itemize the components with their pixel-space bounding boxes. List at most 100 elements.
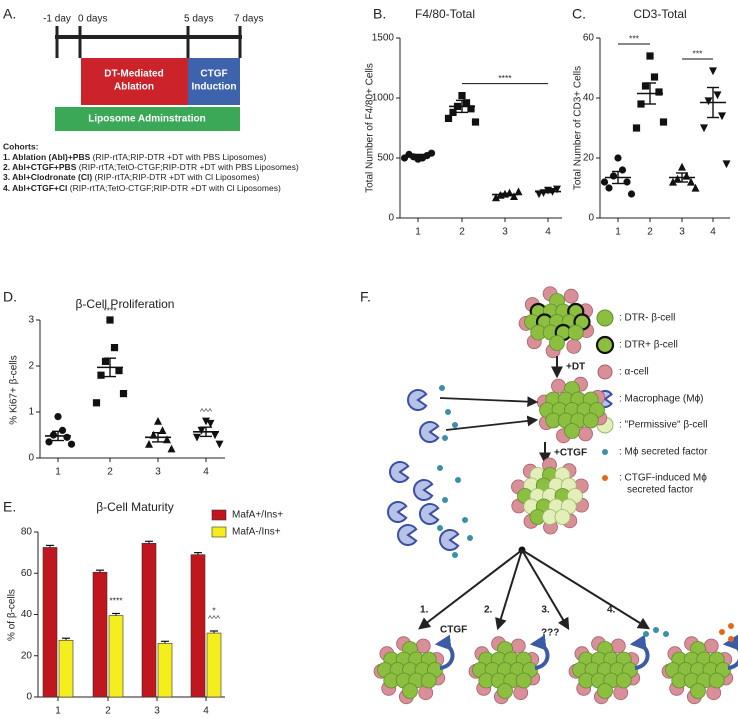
arrow	[521, 549, 570, 631]
alpha-cell	[578, 426, 593, 442]
outcome-label: ???	[541, 628, 559, 639]
secreted-factor	[467, 535, 473, 541]
secreted-factor	[439, 385, 445, 391]
point	[650, 73, 659, 81]
step-label: +CTGF	[554, 448, 587, 459]
point	[722, 160, 731, 169]
point	[646, 52, 654, 60]
timeline-label: 0 days	[78, 14, 107, 25]
beta-cell	[582, 412, 599, 429]
point	[193, 433, 201, 442]
arrow	[521, 549, 651, 630]
point	[700, 124, 708, 133]
point	[471, 118, 480, 126]
y-tick-label: 0	[28, 453, 34, 464]
legend-label: secreted factor	[627, 485, 694, 496]
legend-label: : "Permissive" β-cell	[619, 420, 707, 431]
alpha-cell	[566, 338, 582, 354]
y-tick-label: 3	[28, 315, 34, 326]
significance-label: ***	[629, 33, 640, 43]
ctgf-box	[188, 58, 240, 105]
timeline-label: 5 days	[184, 14, 213, 25]
secreted-factor	[452, 552, 458, 558]
significance-label: ^^^	[200, 406, 212, 416]
x-tick-label: 1	[55, 467, 61, 478]
secreted-factor	[452, 422, 458, 428]
panel-letter: B.	[373, 6, 386, 22]
x-tick-label: 3	[154, 706, 160, 717]
point	[655, 88, 663, 96]
point	[514, 187, 523, 196]
step-label: +DT	[566, 362, 585, 373]
point	[718, 112, 726, 121]
point	[115, 367, 123, 375]
point	[449, 108, 457, 116]
islet	[511, 457, 589, 535]
beta-cell	[515, 672, 532, 689]
point	[691, 183, 700, 192]
point	[614, 154, 622, 162]
beta-cell	[549, 335, 565, 351]
islet	[373, 636, 446, 705]
x-tick-label: 1	[415, 227, 421, 238]
timeline-label: 7 days	[234, 14, 263, 25]
beta-cell	[615, 672, 632, 689]
y-tick-label: 0	[588, 213, 594, 224]
beta-cell	[420, 672, 437, 689]
point	[678, 162, 686, 171]
legend-icon	[595, 335, 615, 355]
beta-cell	[402, 683, 418, 699]
point	[618, 166, 627, 174]
alpha-cell	[510, 638, 526, 654]
y-tick-label: 80	[21, 527, 33, 538]
cohort-name: 3. Abl+Clodronate (Cl)	[3, 172, 92, 182]
autocrine-arrow	[434, 634, 455, 670]
timeline-label: -1 day	[43, 14, 71, 25]
branch-label: 1.	[420, 605, 429, 616]
secreted-factor	[653, 627, 659, 633]
beta-cell	[564, 423, 580, 439]
islet	[518, 286, 595, 359]
cohort: 2. Abl+CTGF+PBS (RIP-rtTA;TetO-CTGF;RIP-…	[3, 162, 299, 172]
point	[67, 440, 76, 448]
bar	[92, 571, 108, 698]
secreted-factor	[445, 409, 451, 415]
cohort: 4. Abl+CTGF+Cl (RIP-rtTA;TetO-CTGF;RIP-D…	[3, 183, 281, 193]
x-tick-label: 4	[203, 706, 209, 717]
point	[97, 371, 105, 379]
macrophage	[397, 524, 418, 546]
panel-f: F. : DTR- β-cell: DTR+ β-cell: α-cell: M…	[360, 286, 738, 705]
point	[623, 178, 631, 186]
point	[669, 177, 677, 186]
outcome-label: CTGF	[440, 625, 467, 636]
cohort-name: 1. Ablation (Abl)+PBS	[3, 152, 91, 162]
panel-letter: E.	[3, 499, 16, 515]
bar	[58, 639, 74, 698]
bar	[190, 554, 206, 698]
x-tick-label: 4	[545, 227, 551, 238]
secreted-factor	[437, 465, 443, 471]
legend-label: MafA-/Ins+	[232, 527, 281, 538]
point	[510, 192, 518, 200]
alpha-cell	[551, 378, 566, 394]
x-tick-label: 3	[155, 467, 161, 478]
panel-letter: F.	[360, 289, 371, 305]
x-tick-label: 1	[55, 706, 61, 717]
y-tick-label: 2	[28, 361, 34, 372]
bar	[141, 543, 157, 698]
beta-cell	[708, 672, 725, 689]
cohort-detail: (RIP-rtTA;RIP-DTR +DT with PBS Liposomes…	[90, 152, 266, 162]
bar	[108, 615, 124, 698]
legend-label: : α-cell	[619, 367, 649, 378]
cohort-detail: (RIP-rtTA;TetO-CTGF;RIP-DTR +DT with Cl …	[67, 183, 281, 193]
secreted-factor	[643, 631, 649, 637]
chart-title: CD3-Total	[633, 7, 686, 21]
x-tick-label: 1	[615, 227, 621, 238]
box-label: Ablation	[114, 82, 154, 93]
legend-swatch	[211, 509, 227, 521]
x-tick-label: 2	[459, 227, 465, 238]
box-label: Liposome Adminstration	[88, 114, 205, 125]
chart-panel: B. F4/80-Total Total Number of F4/80+ Cell…	[365, 6, 562, 238]
arrow	[418, 549, 523, 630]
significance-label: ***	[693, 48, 704, 58]
